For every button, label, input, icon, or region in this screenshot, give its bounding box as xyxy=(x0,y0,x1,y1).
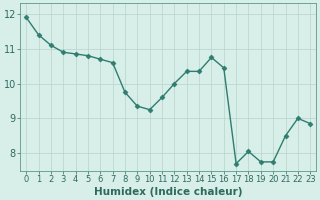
X-axis label: Humidex (Indice chaleur): Humidex (Indice chaleur) xyxy=(94,187,243,197)
